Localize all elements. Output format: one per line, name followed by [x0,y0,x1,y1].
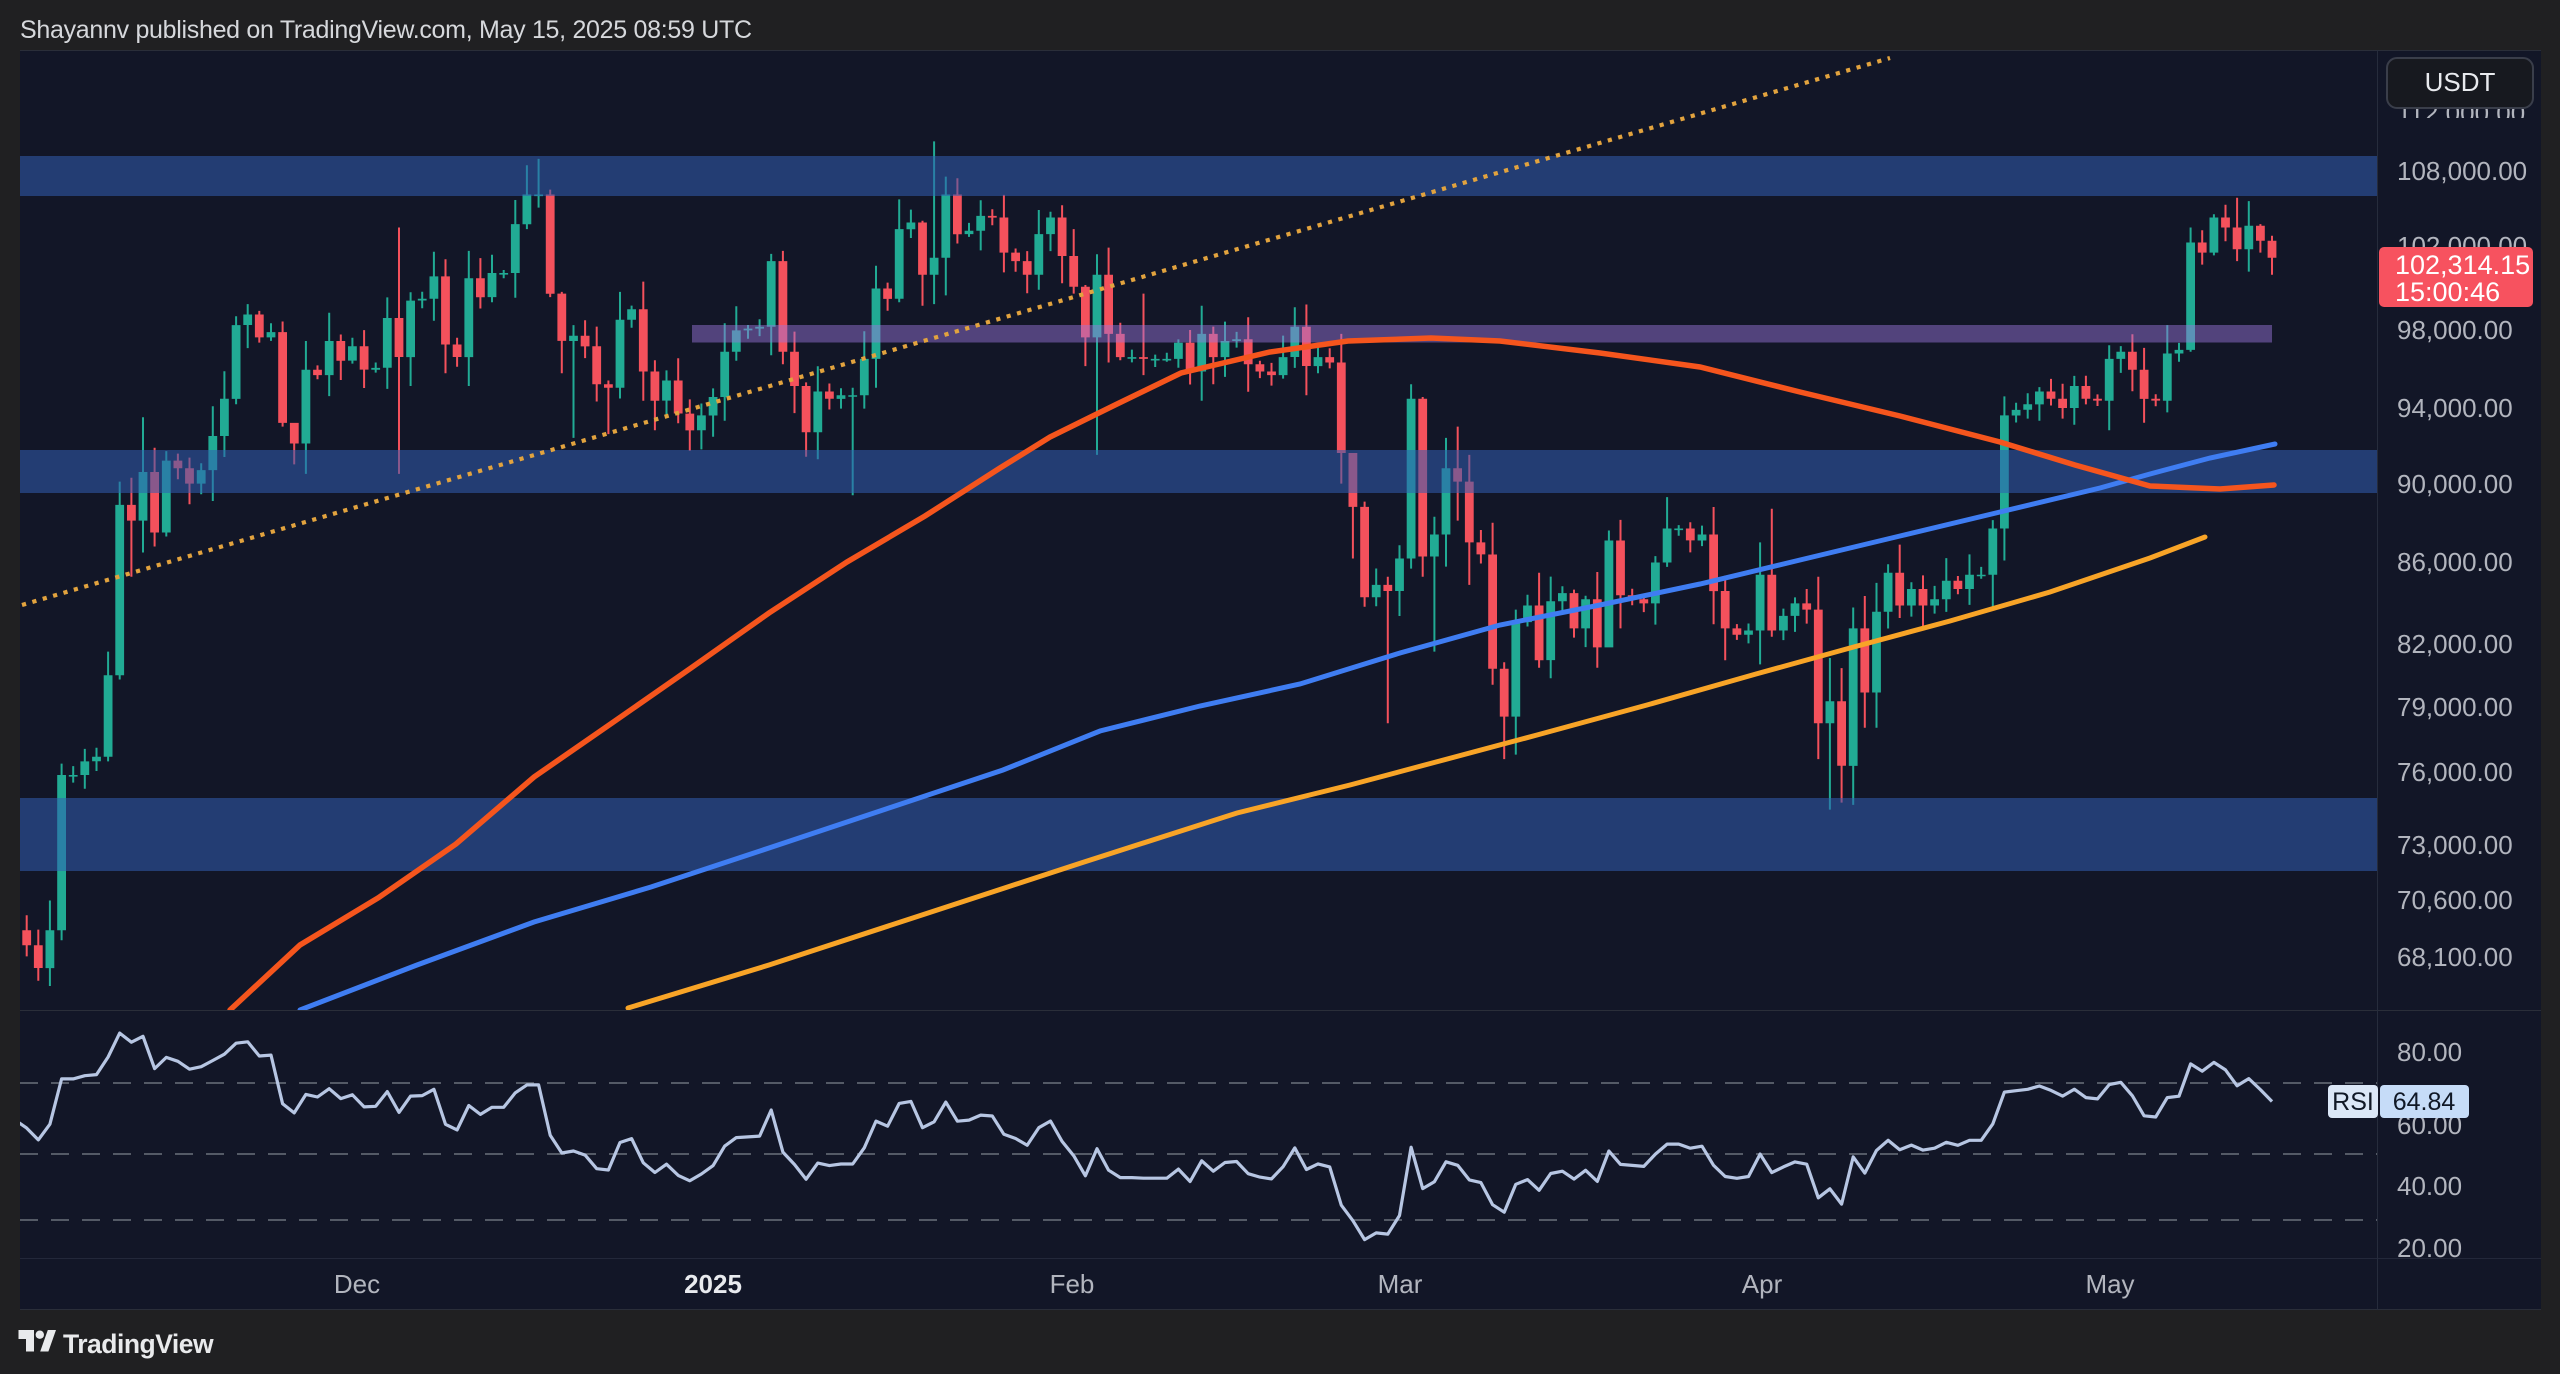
svg-text:USDT: USDT [2425,67,2496,97]
svg-text:Dec: Dec [334,1269,380,1299]
svg-text:86,000.00: 86,000.00 [2397,547,2513,577]
svg-text:76,000.00: 76,000.00 [2397,757,2513,787]
svg-text:79,000.00: 79,000.00 [2397,692,2513,722]
svg-text:68,100.00: 68,100.00 [2397,942,2513,972]
svg-text:20.00: 20.00 [2397,1233,2462,1263]
svg-text:RSI: RSI [2332,1088,2374,1116]
svg-text:70,600.00: 70,600.00 [2397,885,2513,915]
svg-text:73,000.00: 73,000.00 [2397,830,2513,860]
svg-text:Shayannv published on TradingV: Shayannv published on TradingView.com, M… [20,16,752,44]
svg-text:102,314.15: 102,314.15 [2395,250,2530,280]
svg-text:15:00:46: 15:00:46 [2395,277,2500,307]
svg-text:98,000.00: 98,000.00 [2397,315,2513,345]
svg-text:May: May [2085,1269,2134,1299]
svg-text:82,000.00: 82,000.00 [2397,629,2513,659]
svg-text:40.00: 40.00 [2397,1171,2462,1201]
svg-text:TradingView: TradingView [63,1329,214,1359]
svg-text:Mar: Mar [1378,1269,1423,1299]
svg-text:108,000.00: 108,000.00 [2397,156,2527,186]
svg-text:94,000.00: 94,000.00 [2397,393,2513,423]
svg-text:112,000.00: 112,000.00 [2397,98,2525,128]
svg-text:64.84: 64.84 [2393,1088,2456,1116]
svg-text:80.00: 80.00 [2397,1037,2462,1067]
svg-text:2025: 2025 [684,1269,742,1299]
svg-text:Apr: Apr [1742,1269,1783,1299]
svg-text:90,000.00: 90,000.00 [2397,469,2513,499]
svg-text:Feb: Feb [1050,1269,1095,1299]
